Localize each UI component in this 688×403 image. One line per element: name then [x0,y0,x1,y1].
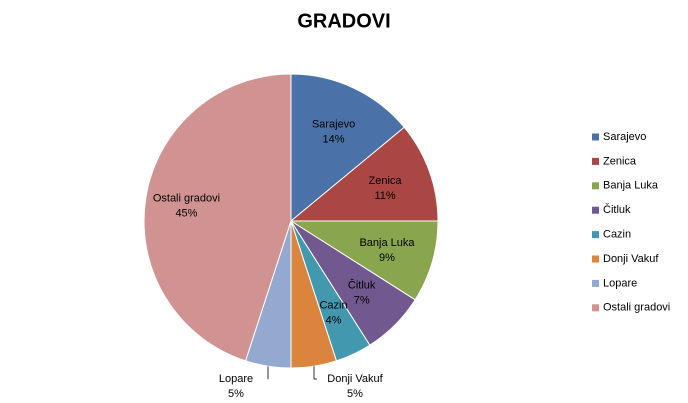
pie-slice [143,73,292,362]
legend-label: Cazin [603,229,631,241]
data-label-value: 14% [323,133,345,145]
chart-title: GRADOVI [297,10,390,32]
data-label-name: Donji Vakuf [327,373,383,385]
legend-label: Lopare [603,277,637,289]
legend-swatch [592,182,599,190]
leader-line [313,366,317,380]
legend-swatch [592,279,599,287]
data-label-value: 9% [379,252,395,264]
legend-label: Ostali gradovi [603,302,670,314]
data-label-name: Čitluk [348,279,376,292]
legend-label: Donji Vakuf [603,253,659,265]
legend-swatch [592,255,599,263]
data-label-name: Lopare [219,373,253,385]
data-label-name: Zenica [369,175,403,187]
data-label-value: 4% [326,314,342,326]
data-label-value: 5% [228,388,244,400]
legend-swatch [592,304,599,312]
pie-slice [289,220,439,301]
legend-swatch [592,206,599,214]
legend-label: Čitluk [603,203,631,216]
data-label-value: 45% [175,207,197,219]
legend-label: Banja Luka [603,180,659,192]
data-label-name: Banja Luka [359,237,415,249]
data-label-name: Ostali gradovi [153,192,220,204]
data-label-name: Sarajevo [312,118,355,130]
data-label-value: 11% [374,190,395,202]
pie-slice [289,126,439,222]
legend-label: Sarajevo [603,131,646,143]
legend-swatch [592,231,599,239]
data-label-name: Cazin [319,299,347,311]
data-label-value: 5% [347,388,363,400]
legend-swatch [592,133,599,141]
pie-slice [290,73,405,223]
legend-label: Zenica [603,155,637,167]
legend-swatch [592,157,599,165]
data-label-value: 7% [354,295,370,307]
